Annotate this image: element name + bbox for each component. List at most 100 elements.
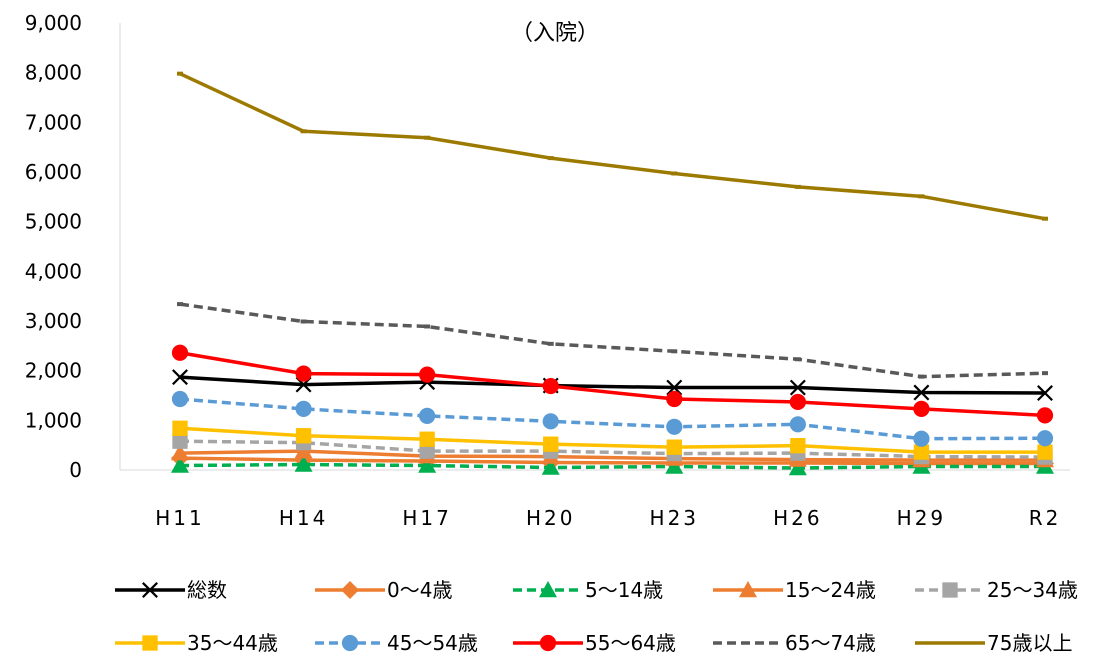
data-point [789,393,806,411]
legend-label: 55〜64歳 [585,631,676,655]
data-point [1037,444,1053,460]
data-point [177,71,183,76]
series-line [179,426,1045,454]
data-point [666,390,683,408]
y-tick-label: 1,000 [25,408,82,432]
legend-label: 35〜44歳 [187,631,278,655]
legend-label: 75歳以上 [987,631,1072,655]
data-point [671,171,678,176]
data-point [542,413,559,430]
legend-marker [539,581,557,598]
data-point [418,456,437,473]
legend-marker [341,634,359,652]
data-point [543,436,559,452]
data-point [171,344,189,361]
x-tick-label: H29 [897,506,947,530]
data-point [419,443,435,459]
series-line [179,462,1045,470]
data-point [542,377,559,395]
legend-marker [942,582,958,598]
data-point [913,444,930,460]
y-tick-label: 6,000 [25,160,82,184]
y-tick-label: 2,000 [25,359,82,383]
data-point [171,456,189,473]
legend-marker [539,634,557,652]
series-line [179,351,1046,418]
data-point [295,400,312,418]
legend-item: 5〜14歳 [513,578,663,602]
data-point [547,341,554,346]
data-point [789,379,806,396]
data-point [913,430,930,447]
series-9 [177,71,1048,221]
y-tick-label: 3,000 [25,309,82,333]
data-point [294,455,313,472]
data-point [788,459,807,476]
legend-label: 45〜54歳 [387,631,478,655]
legend-marker [739,581,757,598]
data-point [794,357,801,362]
data-point [419,407,436,424]
y-tick-label: 0 [69,458,82,482]
data-point [913,384,930,401]
legend-label: 65〜74歳 [785,631,876,655]
legend-item: 55〜64歳 [513,631,676,655]
data-point [171,444,189,461]
legend-label: 25〜34歳 [987,578,1078,602]
y-tick-label: 8,000 [25,61,82,85]
data-point [171,390,189,408]
legend-marker [142,582,158,598]
legend-item: 総数 [115,578,227,602]
y-tick-label: 7,000 [25,110,82,134]
x-tick-label: H20 [526,506,576,530]
chart-title: （入院） [511,21,599,46]
x-axis: H11 H14 H17 H20 H23 H26 H29 R2 [120,469,1070,530]
data-point [1037,385,1053,401]
data-point [1036,407,1054,424]
legend-item: 35〜44歳 [115,631,278,655]
data-point [666,439,682,455]
legend-label: 0〜4歳 [387,578,452,602]
y-tick-label: 4,000 [25,259,82,283]
x-tick-label: H11 [155,506,205,530]
legend-item: 0〜4歳 [315,578,452,602]
x-tick-label: H17 [402,506,452,530]
legend-item: 45〜54歳 [315,631,478,655]
legend-marker [142,635,158,651]
data-point [1036,430,1054,447]
legend-marker [341,581,359,599]
data-point [177,302,183,307]
data-point [789,416,806,433]
data-point [419,431,435,447]
x-tick-label: H23 [650,506,700,530]
y-tick-label: 9,000 [25,11,82,35]
data-point [419,366,436,383]
series-line [179,449,1045,462]
series-8 [177,302,1048,379]
data-point [1042,216,1048,221]
data-point [1042,371,1048,376]
x-tick-label: H14 [279,506,329,530]
data-point [172,433,188,449]
data-point [671,349,678,354]
data-point [295,428,312,444]
x-tick-label: R2 [1029,506,1062,530]
data-point [172,369,188,386]
data-point [918,374,925,379]
legend-label: 総数 [187,578,227,602]
data-point [172,420,188,436]
legend-item: 65〜74歳 [713,631,876,655]
legend: 総数 0〜4歳 5〜14歳 15〜24歳 25〜34歳 35〜44歳 45〜54歳 55〜64… [115,578,1078,655]
y-tick-label: 5,000 [25,210,82,234]
series-7 [171,344,1054,424]
data-point [666,418,683,435]
legend-label: 5〜14歳 [585,578,663,602]
series-line [179,439,1046,459]
data-point [295,365,312,382]
legend-label: 15〜24歳 [785,578,876,602]
series-line [179,456,1045,466]
series-line [179,302,1046,379]
data-point [913,400,930,418]
x-tick-label: H26 [773,506,823,530]
data-point [547,156,554,161]
